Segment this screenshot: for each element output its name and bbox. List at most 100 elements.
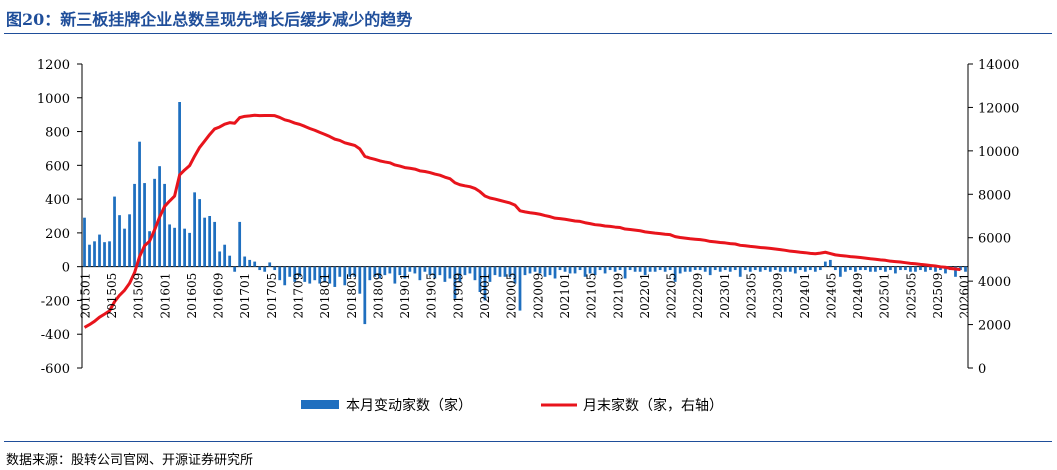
bar-series (83, 102, 967, 325)
bar (783, 266, 787, 272)
left-tick-label: 1000 (37, 92, 70, 107)
x-tick-label: 201505 (105, 273, 119, 319)
x-tick-label: 202401 (798, 273, 812, 319)
x-tick-label: 202109 (611, 273, 625, 319)
bar (808, 266, 812, 271)
bar (859, 266, 862, 271)
left-tick-label: 0 (62, 261, 70, 276)
bar (673, 266, 677, 282)
bar (643, 266, 647, 276)
bar (408, 266, 412, 272)
right-tick-label: 8000 (978, 188, 1011, 203)
bar (488, 266, 492, 282)
bar (698, 266, 702, 271)
bar (498, 266, 502, 277)
line-series (83, 113, 961, 329)
bar (603, 266, 607, 274)
bar (453, 266, 457, 299)
bar (168, 224, 171, 267)
x-tick-label: 202409 (851, 273, 865, 319)
bar (924, 266, 927, 272)
bar (423, 266, 427, 272)
right-tick-label: 6000 (978, 232, 1011, 247)
bar (683, 266, 687, 272)
bar (88, 244, 91, 267)
bar (894, 266, 897, 274)
x-tick-labels: 201501 201505 201509 201601 201605 201609 2017… (78, 273, 971, 319)
bar (188, 232, 191, 267)
bar (413, 266, 417, 274)
right-tick-label: 10000 (978, 145, 1019, 160)
bar (133, 183, 136, 267)
bar (418, 266, 422, 281)
bar (628, 266, 632, 271)
bar (253, 261, 257, 267)
right-tick-label: 0 (978, 362, 986, 377)
x-tick-label: 201701 (238, 273, 252, 319)
x-tick-label: 201509 (132, 273, 146, 319)
bar (588, 266, 592, 274)
bar (929, 266, 932, 271)
bar (113, 196, 116, 267)
x-tick-label: 202305 (744, 273, 758, 319)
x-tick-label: 201901 (398, 273, 412, 319)
bar (613, 266, 617, 272)
bar (563, 266, 567, 272)
bar (728, 266, 732, 272)
bar (864, 266, 867, 271)
bar (513, 266, 517, 284)
bar (743, 266, 747, 271)
bar (573, 266, 577, 274)
bar (753, 266, 757, 271)
bar (393, 266, 397, 284)
bar (934, 266, 937, 272)
bar (213, 221, 217, 267)
bar (823, 261, 827, 267)
bar (318, 266, 322, 284)
x-tick-label: 201909 (451, 273, 465, 319)
x-tick-label: 201801 (318, 273, 332, 319)
left-tick-label: 200 (45, 227, 70, 242)
x-tick-label: 202501 (878, 273, 892, 319)
bar (944, 266, 947, 274)
bar (148, 231, 151, 267)
x-tick-label: 201809 (371, 273, 385, 319)
bar (583, 266, 587, 277)
bar (528, 266, 532, 274)
bar (268, 262, 272, 267)
bar (493, 266, 497, 276)
x-tick-label: 202601 (958, 273, 972, 319)
right-tick-label: 4000 (978, 275, 1011, 290)
bar (919, 266, 922, 271)
x-tick-label: 202301 (718, 273, 732, 319)
bar (178, 102, 181, 267)
left-tick-label: -200 (41, 294, 70, 309)
bar (758, 266, 762, 272)
bar (593, 266, 597, 276)
bar (768, 266, 772, 272)
right-tick-label: 14000 (978, 58, 1019, 73)
left-tick-label: 400 (45, 193, 70, 208)
bar (939, 266, 942, 271)
bar (103, 242, 106, 267)
bar (788, 266, 792, 272)
bar (123, 228, 126, 267)
bar (843, 266, 847, 272)
x-tick-label: 201501 (78, 273, 92, 319)
bar (238, 221, 242, 267)
bar (473, 266, 477, 281)
bar (143, 183, 146, 267)
bar (263, 266, 267, 272)
bar (909, 266, 912, 272)
bar (703, 266, 707, 272)
bar (313, 266, 317, 281)
bar (663, 266, 667, 272)
bar (383, 266, 387, 276)
bar (303, 266, 307, 282)
bar (208, 216, 212, 267)
x-tick-label: 202105 (585, 273, 599, 319)
bar (163, 183, 166, 267)
bar (338, 266, 342, 277)
bar (343, 266, 347, 286)
bar (658, 266, 662, 271)
